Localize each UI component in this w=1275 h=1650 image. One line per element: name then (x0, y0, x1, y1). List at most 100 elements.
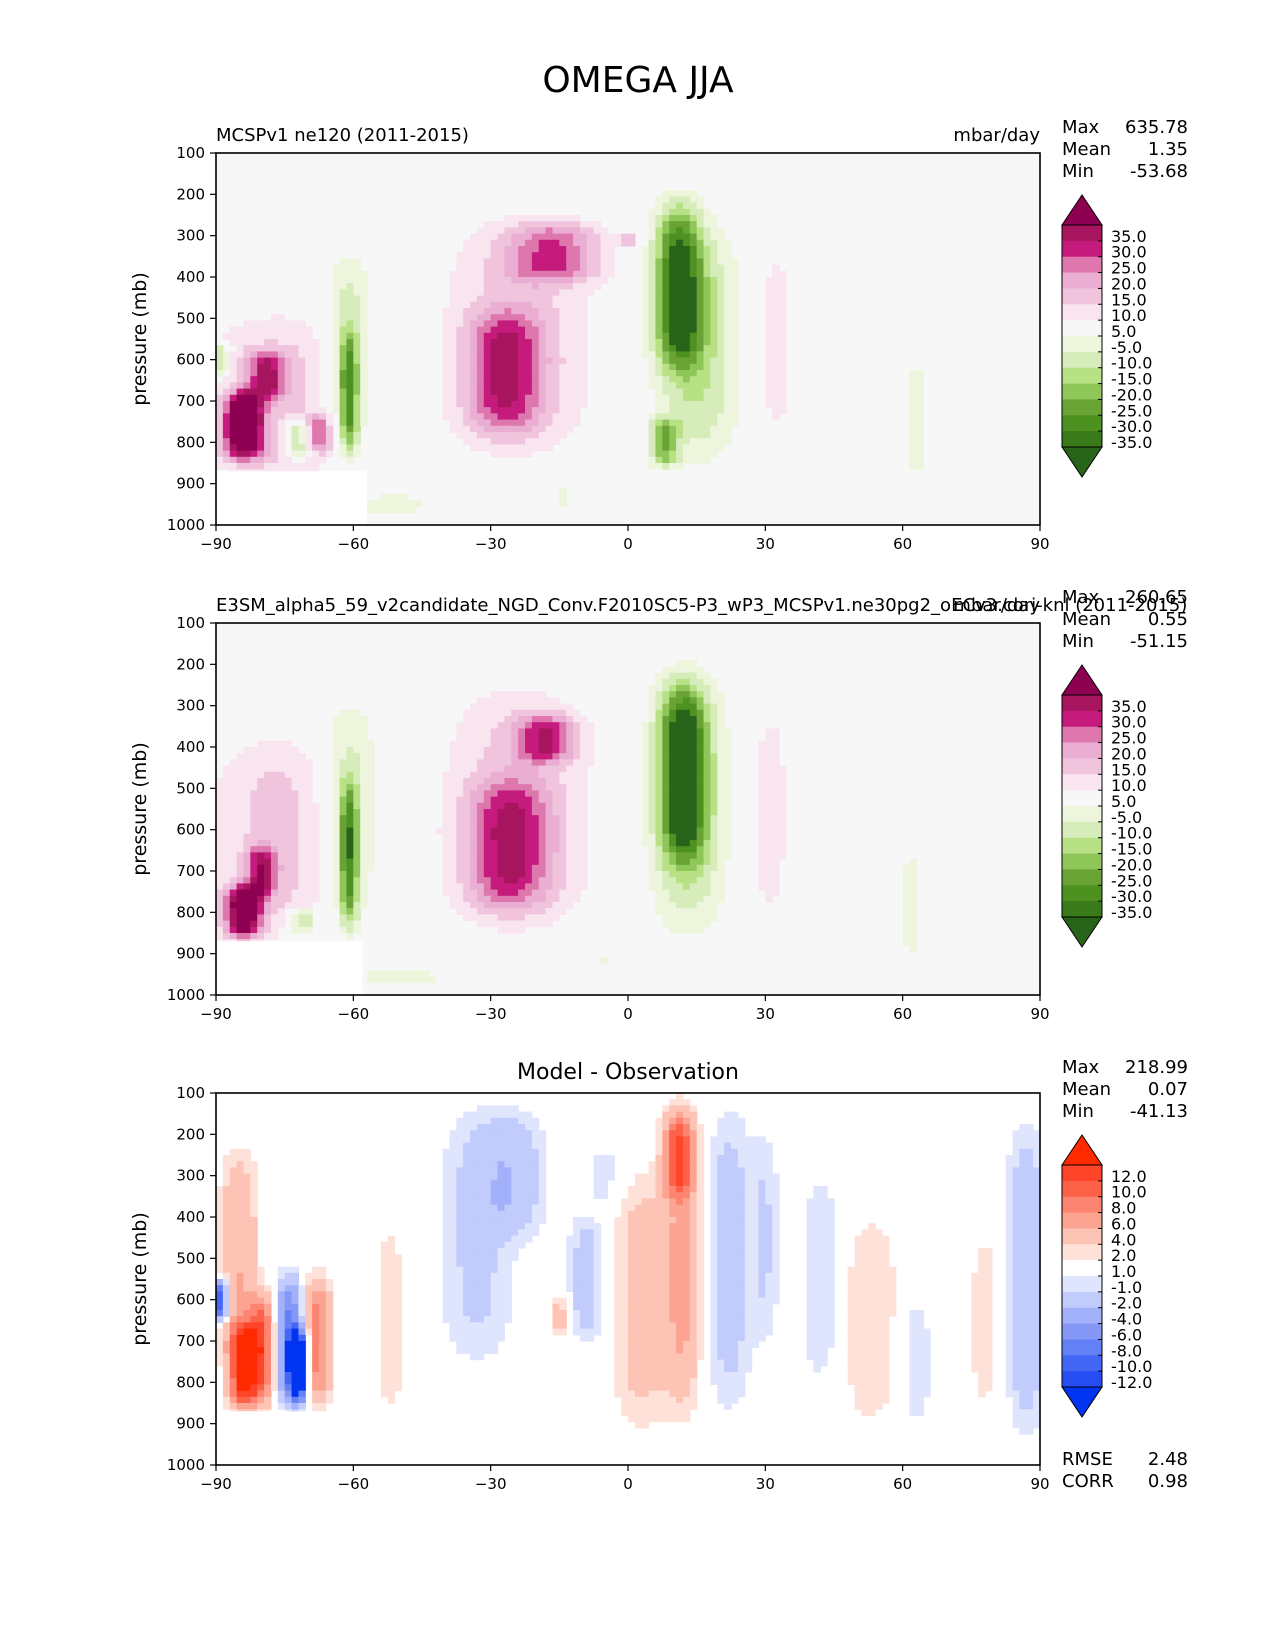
contour-cell (717, 1217, 725, 1224)
contour-cell (717, 722, 725, 729)
contour-cell (779, 388, 787, 396)
contour-cell (566, 289, 574, 297)
contour-cell (483, 301, 492, 309)
contour-cell (662, 1105, 670, 1113)
contour-cell (504, 1192, 512, 1199)
contour-cell (689, 889, 698, 897)
contour-cell (511, 771, 519, 779)
contour-cell (579, 357, 588, 365)
contour-cell (270, 438, 279, 445)
contour-cell (641, 264, 650, 272)
colorbar-segment (1062, 304, 1102, 321)
contour-cell (531, 388, 540, 396)
contour-cell (916, 450, 924, 458)
contour-cell (490, 827, 499, 835)
contour-cell (682, 388, 691, 396)
contour-cell (456, 734, 464, 742)
contour-cell (394, 494, 402, 501)
contour-cell (511, 1204, 519, 1212)
contour-cell (511, 1217, 519, 1224)
contour-cell (566, 283, 574, 290)
contour-cell (346, 301, 354, 309)
contour-cell (373, 970, 382, 977)
contour-cell (463, 821, 471, 829)
contour-cell (319, 407, 327, 414)
contour-cell (772, 802, 780, 810)
contour-cell (264, 740, 272, 748)
contour-cell (511, 926, 519, 934)
contour-cell (573, 840, 581, 847)
contour-cell (456, 784, 464, 791)
contour-cell (236, 765, 245, 773)
contour-cell (490, 1142, 499, 1150)
contour-cell (593, 1229, 602, 1237)
contour-cell (703, 246, 711, 253)
contour-cell (566, 270, 574, 278)
contour-cell (648, 1210, 657, 1218)
contour-cell (456, 295, 464, 303)
contour-cell (298, 852, 306, 860)
contour-cell (518, 432, 526, 439)
contour-cell (490, 239, 499, 247)
contour-cell (710, 277, 718, 284)
contour-cell (483, 320, 492, 328)
contour-cell (243, 1198, 251, 1206)
contour-cell (216, 1186, 224, 1193)
contour-cell (470, 821, 478, 829)
contour-cell (710, 450, 718, 458)
contour-cell (545, 339, 554, 346)
contour-cell (216, 864, 224, 872)
contour-cell (476, 432, 485, 439)
contour-cell (696, 425, 705, 433)
contour-cell (442, 790, 451, 798)
contour-cell (490, 332, 499, 340)
contour-cell (531, 308, 540, 315)
contour-cell (511, 419, 519, 427)
contour-cell (463, 1198, 471, 1206)
contour-cell (277, 759, 286, 767)
contour-cell (511, 258, 519, 266)
contour-cell (456, 432, 464, 439)
contour-cell (779, 833, 787, 841)
contour-cell (483, 1105, 492, 1113)
contour-cell (669, 339, 677, 346)
contour-cell (442, 1148, 451, 1156)
contour-cell (497, 864, 505, 872)
contour-cell (257, 802, 265, 810)
contour-cell (689, 734, 698, 742)
contour-cell (765, 1148, 773, 1156)
contour-cell (277, 796, 286, 804)
contour-cell (312, 456, 320, 464)
contour-cell (662, 339, 670, 346)
contour-cell (463, 407, 471, 414)
contour-cell (339, 388, 348, 396)
contour-cell (1019, 1192, 1027, 1199)
contour-cell (717, 246, 725, 253)
contour-cell (332, 821, 341, 829)
contour-cell (531, 227, 540, 235)
contour-cell (710, 215, 718, 222)
contour-cell (483, 308, 492, 315)
contour-cell (696, 771, 705, 779)
contour-cell (676, 734, 684, 742)
contour-cell (497, 1117, 505, 1125)
contour-cell (689, 1186, 698, 1193)
contour-cell (696, 388, 705, 396)
contour-cell (1019, 1217, 1027, 1224)
contour-cell (696, 883, 705, 891)
contour-cell (600, 1186, 608, 1193)
contour-cell (703, 672, 711, 680)
contour-cell (339, 815, 348, 822)
contour-cell (222, 784, 231, 791)
contour-cell (270, 363, 279, 371)
contour-cell (346, 920, 354, 928)
contour-cell (909, 858, 917, 866)
contour-cell (497, 301, 505, 309)
contour-cell (552, 902, 560, 909)
panel-units: mbar/day (953, 125, 1040, 146)
contour-cell (662, 1111, 670, 1119)
contour-cell (538, 1155, 547, 1162)
contour-cell (724, 1210, 732, 1218)
contour-cell (689, 908, 698, 915)
contour-cell (827, 1223, 835, 1230)
